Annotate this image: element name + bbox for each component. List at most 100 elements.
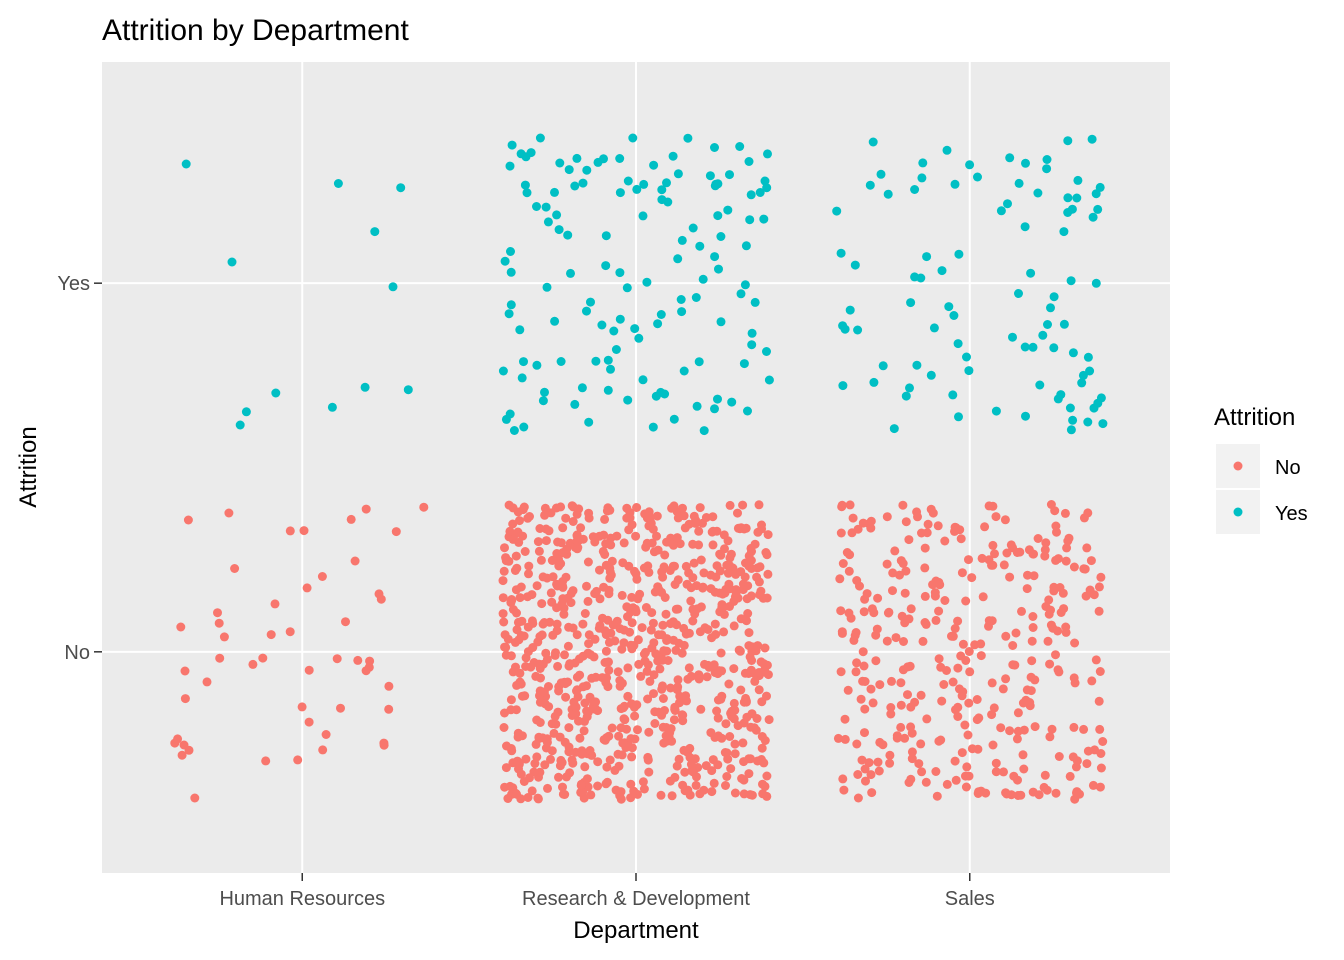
point-no <box>591 672 601 682</box>
point-no <box>593 757 603 767</box>
point-no <box>1069 722 1079 732</box>
point-no <box>304 717 314 727</box>
point-no <box>845 500 855 510</box>
point-yes <box>832 206 842 216</box>
point-yes <box>538 396 548 406</box>
point-yes <box>740 280 750 290</box>
point-no <box>713 760 723 770</box>
point-no <box>755 590 765 600</box>
point-yes <box>1046 303 1055 313</box>
point-yes <box>901 391 911 401</box>
point-no <box>937 696 947 706</box>
point-yes <box>916 273 926 283</box>
point-no <box>751 646 761 656</box>
point-no <box>1094 582 1104 592</box>
point-yes <box>227 257 237 267</box>
point-yes <box>597 320 607 330</box>
point-no <box>302 583 312 593</box>
point-no <box>932 791 942 801</box>
point-no <box>684 663 694 673</box>
point-yes <box>759 214 769 224</box>
point-no <box>1018 698 1028 708</box>
point-no <box>714 666 724 676</box>
point-no <box>332 654 342 664</box>
point-yes <box>868 137 878 147</box>
point-no <box>1080 564 1090 574</box>
point-yes <box>1042 164 1052 174</box>
point-no <box>604 637 614 647</box>
point-yes <box>1087 134 1097 144</box>
point-no <box>743 609 753 618</box>
point-yes <box>1072 193 1082 203</box>
point-yes <box>543 217 553 227</box>
point-no <box>258 653 268 663</box>
x-tick-label: Research & Development <box>522 888 750 910</box>
point-no <box>713 713 723 723</box>
point-no <box>860 594 870 604</box>
point-no <box>904 778 914 787</box>
point-no <box>498 593 508 603</box>
point-no <box>605 505 615 515</box>
point-no <box>961 596 971 606</box>
point-no <box>527 590 537 600</box>
point-no <box>602 777 612 787</box>
point-no <box>898 500 908 510</box>
point-no <box>750 539 760 549</box>
point-no <box>520 691 530 701</box>
point-no <box>1054 752 1064 761</box>
point-yes <box>506 267 516 277</box>
point-no <box>577 749 587 759</box>
point-yes <box>649 160 659 170</box>
point-yes <box>601 231 611 241</box>
point-no <box>512 563 522 573</box>
point-yes <box>747 328 757 338</box>
point-no <box>608 620 618 630</box>
point-no <box>626 793 636 803</box>
point-no <box>572 630 582 640</box>
point-no <box>541 648 551 658</box>
point-no <box>607 723 617 733</box>
point-no <box>213 608 222 618</box>
point-no <box>559 677 569 687</box>
point-no <box>499 566 509 576</box>
point-no <box>674 754 684 764</box>
point-no <box>712 706 722 716</box>
point-yes <box>727 397 737 407</box>
point-no <box>177 750 187 760</box>
point-no <box>974 787 984 797</box>
point-no <box>708 512 718 522</box>
point-no <box>617 590 627 600</box>
point-no <box>907 747 917 757</box>
data-points <box>170 133 1108 804</box>
point-yes <box>1042 155 1052 164</box>
point-yes <box>736 289 746 299</box>
point-no <box>544 682 553 691</box>
point-yes <box>603 355 613 365</box>
point-no <box>953 712 963 721</box>
point-no <box>1030 722 1040 732</box>
point-yes <box>954 412 963 422</box>
point-no <box>514 537 524 547</box>
point-no <box>922 528 932 538</box>
point-no <box>702 672 712 682</box>
point-no <box>972 695 982 704</box>
point-yes <box>532 202 541 211</box>
point-no <box>904 614 914 624</box>
point-no <box>964 698 974 708</box>
point-yes <box>677 235 687 245</box>
point-no <box>548 630 558 640</box>
point-no <box>907 728 917 738</box>
point-no <box>1070 638 1080 648</box>
point-no <box>736 685 746 695</box>
point-no <box>978 592 988 602</box>
point-yes <box>1065 403 1075 413</box>
point-yes <box>630 324 640 334</box>
point-no <box>886 703 896 712</box>
point-no <box>524 569 533 579</box>
point-yes <box>669 414 679 424</box>
point-no <box>1046 500 1056 509</box>
point-yes <box>656 310 666 319</box>
point-no <box>1013 791 1023 800</box>
point-no <box>953 663 963 673</box>
point-no <box>1026 672 1036 682</box>
